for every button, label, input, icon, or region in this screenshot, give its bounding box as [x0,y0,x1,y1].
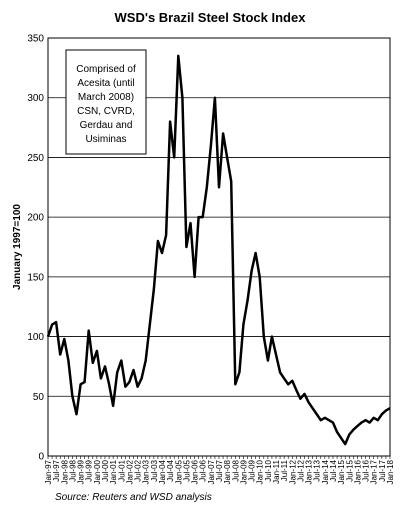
y-tick-label: 150 [27,272,44,283]
x-tick-label: Jul-10 [264,459,273,481]
y-tick-label: 250 [27,153,44,164]
x-tick-label: Jan-18 [386,459,395,484]
x-tick-label: Jul-03 [150,459,159,481]
x-tick-label: Jan-10 [256,459,265,484]
x-tick-label: Jan-01 [109,459,118,484]
x-tick-label: Jul-97 [52,459,61,481]
x-tick-label: Jul-04 [166,459,175,481]
x-tick-label: Jul-13 [313,459,322,481]
annotation: March 2008) [78,92,134,103]
x-tick-label: Jul-09 [248,459,257,481]
x-tick-label: Jan-97 [44,459,53,484]
x-tick-label: Jan-02 [125,459,134,484]
x-tick-label: Jan-07 [207,459,216,484]
x-tick-label: Jul-12 [296,459,305,481]
x-tick-label: Jan-08 [223,459,232,484]
x-tick-label: Jan-12 [288,459,297,484]
annotation: Comprised of [76,64,136,75]
x-tick-label: Jan-11 [272,459,281,483]
x-tick-label: Jul-98 [68,459,77,481]
x-tick-label: Jul-16 [362,459,371,481]
x-tick-label: Jul-14 [329,459,338,481]
x-tick-label: Jul-15 [345,459,354,481]
x-tick-label: Jan-98 [60,459,69,484]
chart-title: WSD's Brazil Steel Stock Index [115,10,307,25]
annotation: Usiminas [85,134,126,145]
y-tick-label: 0 [38,452,44,463]
line [46,54,391,446]
y-axis-label: January 1997=100 [12,204,23,290]
annotation: CSN, CVRD, [77,106,135,117]
annotation: Acesita (until [77,78,134,89]
source: Source: Reuters and WSD analysis [55,492,212,503]
x-tick-label: Jul-99 [85,459,94,481]
x-tick-label: Jan-05 [174,459,183,484]
x-tick-label: Jul-02 [134,459,143,481]
x-tick-label: Jul-08 [231,459,240,481]
x-tick-label: Jul-06 [199,459,208,481]
x-tick-label: Jul-11 [280,459,289,481]
x-tick-label: Jan-14 [321,459,330,484]
x-tick-label: Jan-13 [305,459,314,484]
y-tick-label: 100 [27,332,44,343]
y-tick-label: 50 [33,392,45,403]
x-tick-label: Jan-15 [337,459,346,484]
x-tick-label: Jan-99 [77,459,86,484]
x-tick-label: Jan-17 [370,459,379,484]
x-tick-label: Jan-06 [191,459,200,484]
x-tick-label: Jan-09 [239,459,248,484]
y-tick-label: 200 [27,213,44,224]
x-tick-label: Jan-04 [158,459,167,484]
x-tick-label: Jan-16 [353,459,362,484]
annotation: Gerdau and [80,120,133,131]
x-tick-label: Jul-07 [215,459,224,481]
y-tick-label: 350 [27,34,44,45]
x-tick-label: Jul-01 [117,459,126,481]
x-tick-label: Jan-03 [142,459,151,484]
x-tick-label: Jul-05 [182,459,191,481]
y-tick-label: 300 [27,93,44,104]
x-tick-label: Jul-00 [101,459,110,481]
x-tick-label: Jan-00 [93,459,102,484]
x-tick-label: Jul-17 [378,459,387,481]
annotation-box [65,49,147,155]
